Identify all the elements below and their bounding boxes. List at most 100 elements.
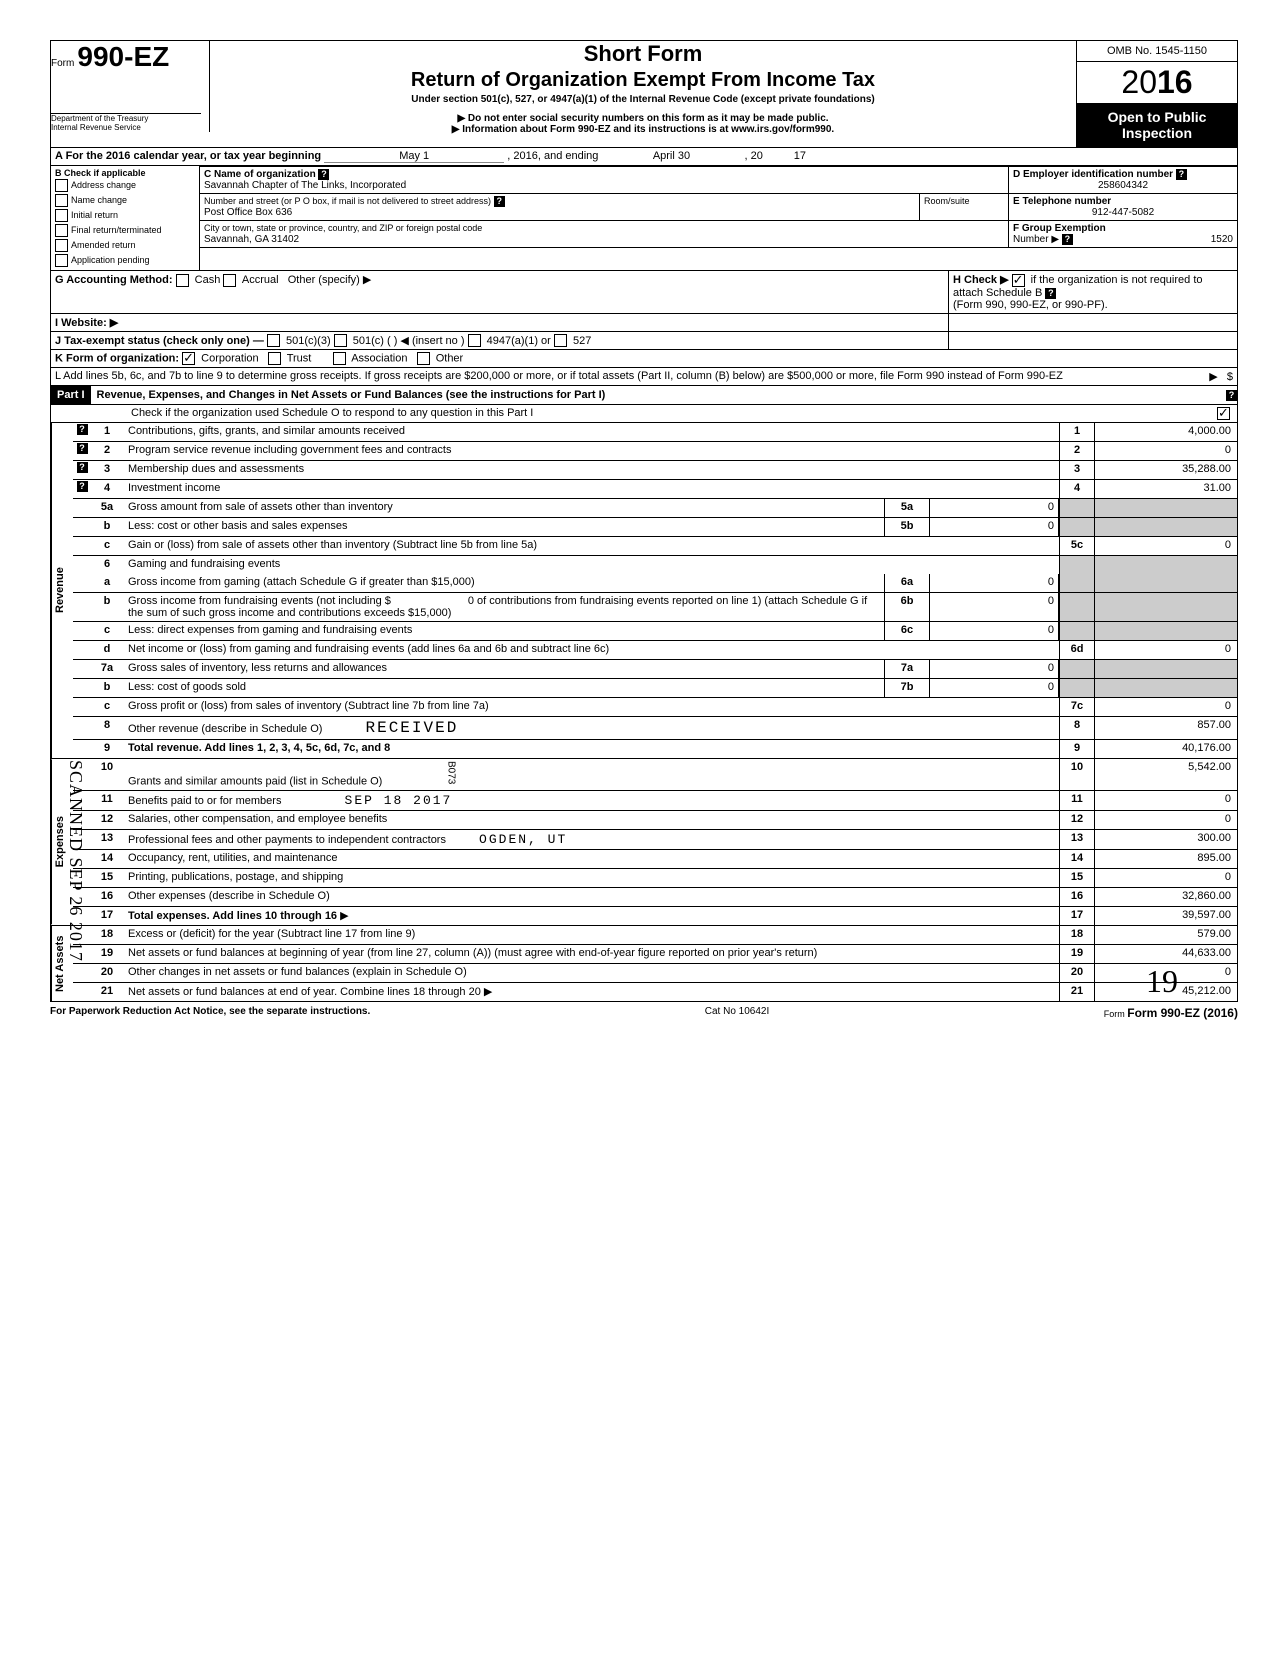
label-address-change: Address change (71, 180, 136, 190)
line-7b-subval: 0 (930, 679, 1059, 697)
help-icon[interactable]: ? (1226, 390, 1237, 401)
line-num-4: 4 (91, 480, 124, 498)
side-labels: Revenue (51, 423, 73, 758)
room-label: Room/suite (924, 196, 970, 206)
part-1-title: Revenue, Expenses, and Changes in Net As… (91, 386, 1226, 404)
label-association: Association (351, 353, 407, 365)
revenue-lines: ? 1 Contributions, gifts, grants, and si… (73, 423, 1237, 758)
section-b-label: B Check if applicable (55, 168, 146, 178)
gray-6-val (1094, 556, 1237, 574)
omb-number: OMB No. 1545-1150 (1077, 41, 1237, 62)
label-accrual: Accrual (242, 274, 279, 286)
line-20-label: Other changes in net assets or fund bala… (124, 964, 1059, 982)
help-icon[interactable]: ? (318, 169, 329, 180)
sub-5a: 5a (884, 499, 930, 517)
line-6d-value: 0 (1094, 641, 1237, 659)
help-icon[interactable]: ? (77, 462, 88, 473)
checkbox-address-change[interactable] (55, 179, 68, 192)
help-icon[interactable]: ? (494, 196, 505, 207)
amt-num-17: 17 (1059, 907, 1094, 925)
checkbox-corporation[interactable] (182, 352, 195, 365)
line-9-label: Total revenue. Add lines 1, 2, 3, 4, 5c,… (124, 740, 1059, 758)
gray-7b-val (1094, 679, 1237, 697)
section-b: B Check if applicable Address change Nam… (51, 166, 200, 270)
checkbox-final-return[interactable] (55, 224, 68, 237)
year-suffix: 16 (1157, 64, 1193, 100)
help-icon[interactable]: ? (77, 443, 88, 454)
checkbox-name-change[interactable] (55, 194, 68, 207)
line-5c-value: 0 (1094, 537, 1237, 555)
line-num-14: 14 (91, 850, 124, 868)
help-icon[interactable]: ? (1045, 288, 1056, 299)
line-6d-label: Net income or (loss) from gaming and fun… (124, 641, 1059, 659)
line-6c-label: Less: direct expenses from gaming and fu… (124, 622, 884, 640)
checkbox-trust[interactable] (268, 352, 281, 365)
line-num-21: 21 (91, 983, 124, 1001)
dept-irs: Internal Revenue Service (51, 123, 201, 132)
line-1-value: 4,000.00 (1094, 423, 1237, 441)
line-5b-label: Less: cost or other basis and sales expe… (124, 518, 884, 536)
netassets-side-label: Net Assets (51, 926, 73, 1001)
checkbox-527[interactable] (554, 334, 567, 347)
label-trust: Trust (287, 353, 312, 365)
gray-5b (1059, 518, 1094, 536)
amt-num-1: 1 (1059, 423, 1094, 441)
ogden-stamp: OGDEN, UT (479, 832, 567, 847)
line-15-label: Printing, publications, postage, and shi… (124, 869, 1059, 887)
line-7a: 7a Gross sales of inventory, less return… (73, 660, 1237, 679)
section-a-row: A For the 2016 calendar year, or tax yea… (50, 147, 1238, 165)
checkbox-other-org[interactable] (417, 352, 430, 365)
line-7b: b Less: cost of goods sold 7b 0 (73, 679, 1237, 698)
help-icon[interactable]: ? (77, 424, 88, 435)
line-2: ? 2 Program service revenue including go… (73, 442, 1237, 461)
amt-num-14: 14 (1059, 850, 1094, 868)
checkbox-schedule-b[interactable] (1012, 274, 1025, 287)
checkbox-4947[interactable] (468, 334, 481, 347)
checkbox-501c[interactable] (334, 334, 347, 347)
line-9-value: 40,176.00 (1094, 740, 1237, 758)
label-initial-return: Initial return (71, 210, 118, 220)
line-num-15: 15 (91, 869, 124, 887)
gray-6b (1059, 593, 1094, 621)
label-501c3: 501(c)(3) (286, 335, 331, 347)
checkbox-amended-return[interactable] (55, 239, 68, 252)
sub-7a: 7a (884, 660, 930, 678)
checkbox-accrual[interactable] (223, 274, 236, 287)
checkbox-501c3[interactable] (267, 334, 280, 347)
line-6a-label: Gross income from gaming (attach Schedul… (124, 574, 884, 592)
page-footer: For Paperwork Reduction Act Notice, see … (50, 1002, 1238, 1020)
label-insert-no: ) ◀ (insert no ) (394, 335, 465, 347)
line-14-value: 895.00 (1094, 850, 1237, 868)
street-label: Number and street (or P O box, if mail i… (204, 196, 491, 206)
line-7c-value: 0 (1094, 698, 1237, 716)
line-num-5c: c (91, 537, 124, 555)
line-num-2: 2 (91, 442, 124, 460)
form-number-box: Form 990-EZ Department of the Treasury I… (51, 41, 210, 132)
help-icon[interactable]: ? (77, 481, 88, 492)
footer-mid: Cat No 10642I (705, 1006, 770, 1020)
line-20: 20 Other changes in net assets or fund b… (73, 964, 1237, 983)
checkbox-association[interactable] (333, 352, 346, 365)
line-16-value: 32,860.00 (1094, 888, 1237, 906)
checkbox-application-pending[interactable] (55, 254, 68, 267)
checkbox-schedule-o[interactable] (1217, 407, 1230, 420)
checkbox-cash[interactable] (176, 274, 189, 287)
line-6: 6 Gaming and fundraising events (73, 556, 1237, 574)
line-9: 9 Total revenue. Add lines 1, 2, 3, 4, 5… (73, 740, 1237, 758)
line-3-label: Membership dues and assessments (124, 461, 1059, 479)
line-num-8: 8 (91, 717, 124, 739)
line-17-value: 39,597.00 (1094, 907, 1237, 925)
line-16-label: Other expenses (describe in Schedule O) (124, 888, 1059, 906)
revenue-side-label: Revenue (51, 423, 73, 758)
line-6b-subval: 0 (930, 593, 1059, 621)
handwritten-19: 19 (1146, 963, 1178, 1000)
line-num-9: 9 (91, 740, 124, 758)
help-icon[interactable]: ? (1062, 234, 1073, 245)
b073-stamp: B073 (445, 761, 456, 784)
checkbox-initial-return[interactable] (55, 209, 68, 222)
page: SCANNED SEP 26 2017 Form 990-EZ Departme… (50, 40, 1238, 1020)
instruction-2: ▶ Information about Form 990-EZ and its … (220, 124, 1066, 135)
section-j-row: J Tax-exempt status (check only one) — 5… (50, 332, 1238, 351)
help-icon[interactable]: ? (1176, 169, 1187, 180)
line-6a-subval: 0 (930, 574, 1059, 592)
